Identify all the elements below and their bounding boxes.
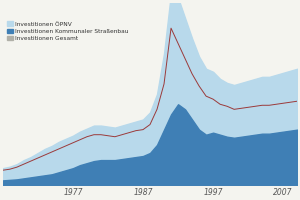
Legend: Investitionen ÖPNV, Investitionen Kommunaler Straßenbau, Investitionen Gesamt: Investitionen ÖPNV, Investitionen Kommun… [6, 20, 130, 42]
